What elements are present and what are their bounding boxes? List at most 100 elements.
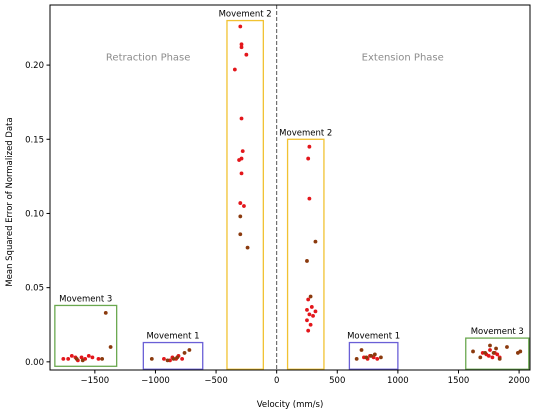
x-tick-label: −1500 bbox=[80, 376, 109, 386]
y-tick-label: 0.20 bbox=[25, 61, 44, 71]
data-point bbox=[313, 309, 318, 314]
axes: −1500 −1000 −500 0 500 1000 1500 2000 0.00 0.05 0.… bbox=[25, 4, 531, 386]
data-point bbox=[488, 348, 492, 352]
data-point bbox=[305, 318, 309, 323]
data-point bbox=[307, 144, 312, 149]
data-point bbox=[61, 356, 66, 361]
data-point bbox=[311, 313, 315, 318]
data-point bbox=[238, 232, 243, 237]
data-point bbox=[239, 42, 244, 47]
data-point bbox=[232, 67, 237, 72]
data-point bbox=[305, 308, 309, 312]
data-point bbox=[86, 354, 91, 358]
x-tick-label: 1000 bbox=[387, 376, 409, 386]
data-point bbox=[359, 348, 364, 352]
y-tick-label: 0.05 bbox=[25, 284, 44, 294]
data-point bbox=[497, 356, 502, 361]
data-point bbox=[313, 239, 318, 244]
data-point bbox=[369, 354, 374, 358]
movement-box-label: Movement 2 bbox=[279, 128, 332, 138]
data-point bbox=[305, 259, 309, 263]
movement-box-label: Movement 2 bbox=[219, 10, 272, 20]
data-point bbox=[90, 355, 95, 360]
y-axis-label: Mean Squared Error of Normalized Data bbox=[5, 117, 15, 286]
y-tick-label: 0.15 bbox=[25, 135, 44, 145]
movement-box bbox=[142, 341, 204, 370]
phase-label: Extension Phase bbox=[362, 53, 444, 64]
x-axis-label: Velocity (mm/s) bbox=[257, 400, 324, 410]
movement-boxes: Movement 3 Movement 1 Movement 2 Movement 2… bbox=[54, 10, 530, 370]
phase-label: Retraction Phase bbox=[106, 53, 191, 64]
data-point bbox=[242, 204, 246, 208]
movement-box-label: Movement 1 bbox=[146, 332, 199, 342]
data-point bbox=[74, 356, 79, 361]
data-point bbox=[103, 310, 108, 315]
data-point bbox=[307, 312, 312, 317]
data-point bbox=[306, 328, 311, 333]
x-tick-label: 1500 bbox=[448, 376, 470, 386]
data-point bbox=[96, 356, 101, 361]
data-points bbox=[61, 24, 523, 363]
data-point bbox=[165, 358, 170, 363]
data-point bbox=[471, 349, 475, 354]
data-point bbox=[354, 356, 359, 361]
data-point bbox=[182, 351, 187, 355]
data-point bbox=[308, 322, 313, 327]
data-point bbox=[238, 24, 243, 29]
data-point bbox=[364, 355, 369, 360]
data-point bbox=[171, 356, 176, 361]
data-point bbox=[149, 356, 154, 361]
data-point bbox=[240, 149, 245, 154]
data-point bbox=[245, 245, 250, 250]
x-tick-label: 2000 bbox=[508, 376, 530, 386]
data-point bbox=[486, 354, 491, 358]
data-point bbox=[79, 355, 84, 360]
data-point bbox=[180, 356, 185, 361]
data-point bbox=[238, 201, 243, 205]
plot-frame bbox=[49, 4, 531, 371]
data-point bbox=[239, 156, 244, 161]
data-point bbox=[244, 52, 249, 57]
data-point bbox=[494, 346, 498, 351]
data-point bbox=[483, 351, 488, 355]
data-point bbox=[238, 214, 243, 219]
data-point bbox=[478, 355, 483, 360]
data-point bbox=[187, 348, 192, 352]
x-tick-label: −500 bbox=[204, 376, 227, 386]
data-point bbox=[372, 352, 377, 357]
data-point bbox=[491, 351, 496, 355]
data-point bbox=[308, 294, 313, 299]
data-point bbox=[488, 343, 492, 348]
data-point bbox=[100, 356, 105, 361]
data-point bbox=[375, 356, 380, 361]
data-point bbox=[518, 349, 523, 354]
data-point bbox=[306, 297, 311, 302]
x-tick-label: −1000 bbox=[141, 376, 170, 386]
data-point bbox=[239, 171, 244, 176]
data-point bbox=[108, 345, 113, 349]
data-point bbox=[307, 196, 312, 201]
y-tick-label: 0.10 bbox=[25, 209, 44, 219]
data-point bbox=[239, 116, 244, 121]
data-point bbox=[66, 356, 71, 361]
data-point bbox=[175, 355, 180, 360]
movement-box bbox=[54, 304, 118, 367]
movement-box bbox=[465, 337, 530, 370]
data-point bbox=[505, 345, 509, 349]
movement-box-label: Movement 1 bbox=[347, 332, 400, 342]
data-point bbox=[379, 355, 383, 360]
movement-box bbox=[226, 19, 264, 370]
data-point bbox=[490, 355, 495, 360]
y-tick-label: 0.00 bbox=[25, 358, 44, 368]
movement-box-label: Movement 3 bbox=[59, 294, 112, 304]
data-point bbox=[309, 305, 314, 309]
movement-box bbox=[348, 341, 399, 370]
movement-box-label: Movement 3 bbox=[471, 327, 524, 337]
data-point bbox=[495, 352, 500, 357]
data-point bbox=[69, 354, 74, 358]
data-point bbox=[239, 45, 244, 50]
x-tick-label: 500 bbox=[329, 376, 345, 386]
phase-labels: Retraction Phase Extension Phase bbox=[106, 53, 444, 64]
